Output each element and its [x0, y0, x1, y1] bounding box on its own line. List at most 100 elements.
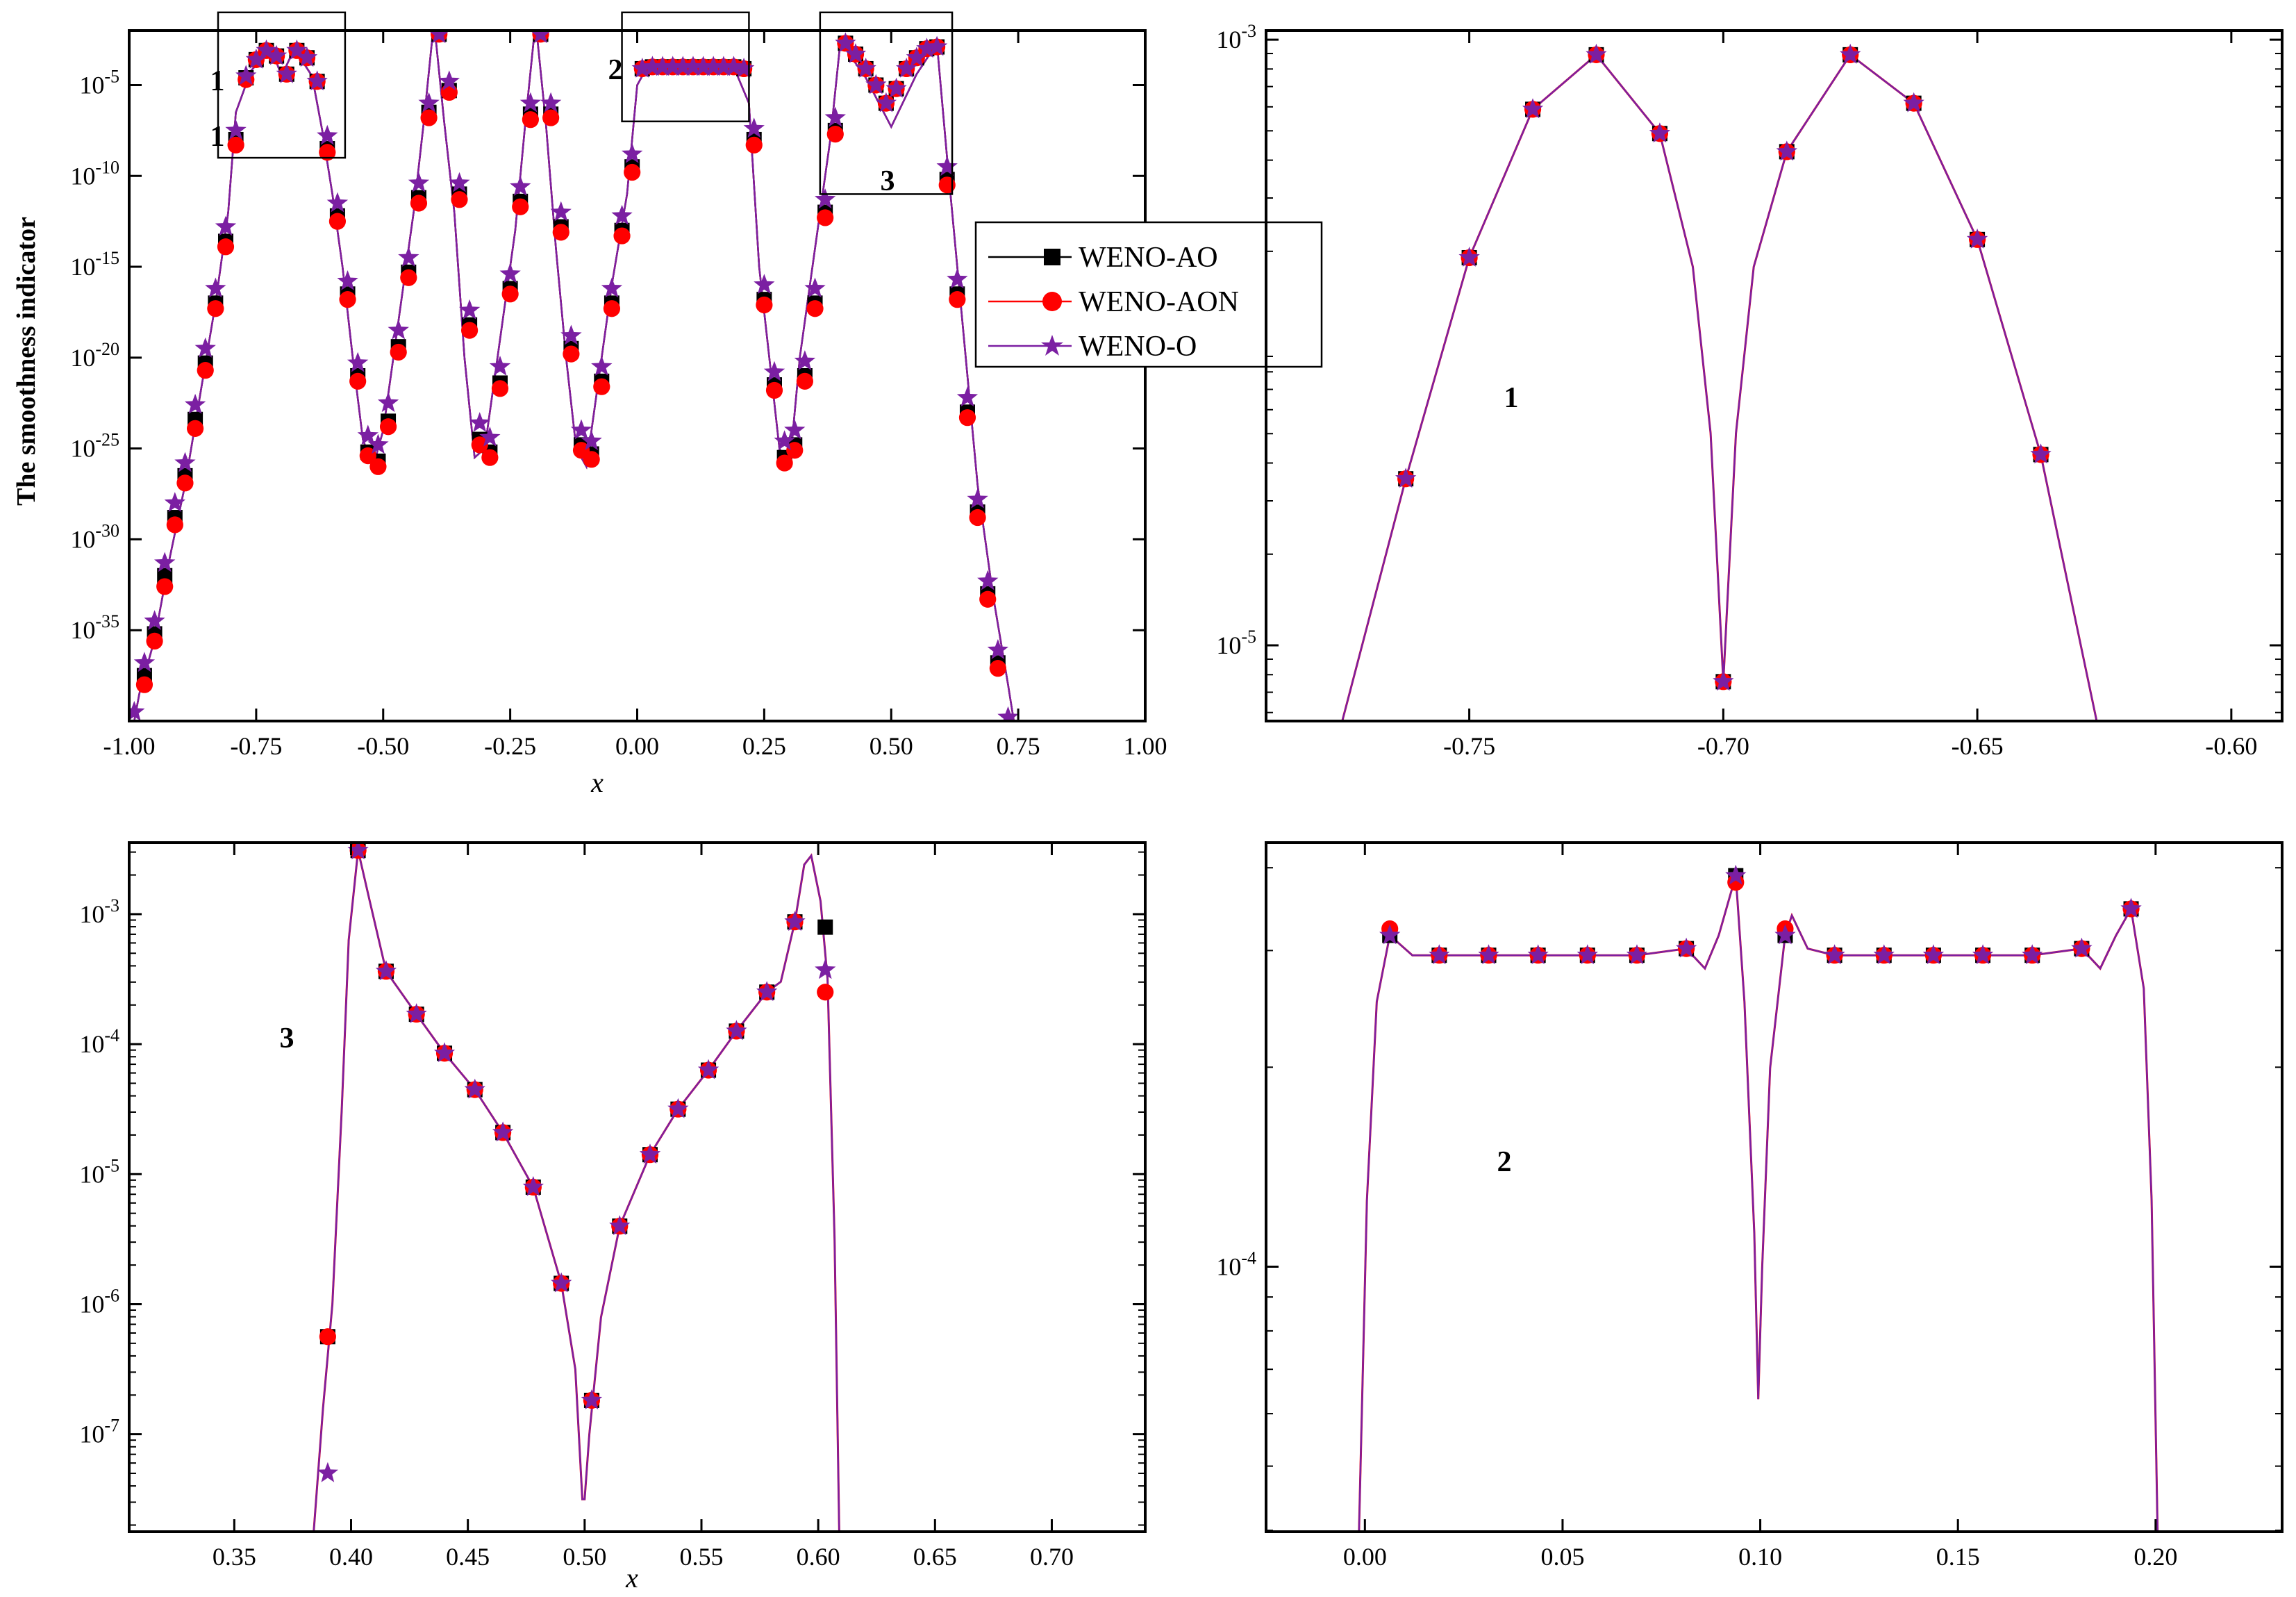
x-tick-label: -0.50 — [357, 732, 409, 760]
zoom-box-1 — [217, 11, 347, 159]
x-tick-label: -0.70 — [1697, 732, 1749, 760]
data-point-weno-o — [936, 156, 958, 176]
y-tick-label: 10-5 — [1216, 627, 1256, 659]
data-point-weno-o — [591, 356, 613, 376]
data-point-weno-o — [1966, 228, 1988, 249]
data-point-weno-o — [581, 430, 602, 451]
x-tick-label: 0.70 — [1030, 1543, 1074, 1571]
data-point-weno-o — [388, 319, 409, 340]
data-point-weno-o — [174, 452, 196, 472]
data-point-weno-o — [733, 58, 755, 78]
x-tick-label: 0.00 — [1343, 1543, 1387, 1571]
panel-frame-zoom-1 — [1265, 29, 2283, 722]
data-point-weno-o — [642, 56, 663, 76]
data-point-weno-o — [601, 277, 623, 298]
data-point-weno-o — [743, 117, 765, 138]
data-point-weno-o — [1776, 140, 1797, 161]
x-tick-label: 0.05 — [1540, 1543, 1584, 1571]
data-point-weno-o — [804, 277, 826, 298]
data-point-weno-o — [774, 430, 795, 451]
legend-label-weno-ao: WENO-AO — [1079, 242, 1218, 274]
data-point-weno-o — [956, 386, 979, 407]
data-point-weno-o — [464, 1078, 485, 1099]
data-point-weno-o — [184, 393, 206, 414]
y-tick-label: 10-10 — [70, 157, 119, 190]
data-point-weno-o — [347, 843, 369, 860]
data-point-weno-o — [906, 47, 927, 67]
data-point-weno-aon — [817, 209, 834, 226]
series-line-weno-aon — [1358, 875, 2159, 1532]
data-point-weno-aon — [563, 345, 580, 363]
data-point-weno-aon — [817, 984, 834, 1001]
y-tick-label: 10-4 — [79, 1025, 119, 1058]
plot-content — [1358, 864, 2159, 1532]
data-point-weno-o — [1649, 122, 1671, 143]
data-point-weno-o — [133, 652, 156, 672]
data-point-weno-aon — [339, 291, 356, 308]
data-point-weno-o — [682, 56, 704, 76]
data-point-weno-o — [408, 172, 430, 192]
x-axis-title: x — [590, 767, 604, 798]
data-point-weno-o — [875, 92, 897, 113]
data-point-weno-o — [551, 1272, 572, 1293]
x-tick-label: 0.75 — [997, 732, 1040, 760]
data-point-weno-o — [225, 119, 247, 140]
y-tick-label: 10-4 — [1216, 1248, 1256, 1280]
data-point-weno-o — [499, 263, 521, 283]
data-point-weno-aon — [958, 409, 976, 427]
data-point-weno-o — [245, 48, 267, 69]
data-point-weno-aon — [593, 378, 610, 395]
data-point-weno-o — [398, 247, 419, 267]
panel-zoom-3: 0.35 0.40 0.45 0.50 0.55 0.60 0.65 0.70 10-3 10-4… — [79, 841, 1147, 1594]
legend-label-weno-o: WENO-O — [1079, 331, 1197, 363]
data-point-weno-o — [205, 277, 226, 298]
data-point-weno-o — [1713, 670, 1734, 691]
data-point-weno-o — [855, 58, 876, 78]
data-point-weno-o — [2071, 937, 2093, 958]
panel-frame-zoom-2 — [1265, 841, 2283, 1533]
data-point-weno-o — [896, 58, 917, 78]
zoom-box-label: 2 — [608, 54, 623, 86]
data-point-weno-o — [997, 706, 1019, 721]
data-point-weno-aon — [542, 109, 560, 126]
data-point-weno-o — [726, 1020, 747, 1041]
zoom-box-label: 1 — [210, 121, 225, 153]
series-line-weno-o — [1341, 53, 2098, 721]
data-point-weno-o — [469, 412, 490, 432]
y-tick-label: 10-7 — [79, 1416, 119, 1448]
data-point-weno-o — [286, 39, 308, 60]
data-point-weno-o — [1903, 92, 1924, 113]
data-point-weno-o — [1676, 937, 1697, 958]
data-point-weno-aon — [969, 508, 986, 527]
data-point-weno-o — [337, 270, 358, 290]
data-point-weno-o — [375, 960, 397, 981]
data-point-weno-o — [438, 70, 460, 91]
data-point-weno-o — [1429, 944, 1450, 965]
data-point-weno-o — [703, 56, 724, 76]
data-point-weno-o — [1873, 944, 1895, 965]
series-line-weno-o — [313, 850, 840, 1532]
data-point-weno-o — [326, 192, 349, 213]
x-tick-label: 1.00 — [1124, 732, 1167, 760]
x-tick-label: 0.35 — [213, 1543, 256, 1571]
data-point-weno-o — [631, 58, 653, 78]
data-point-weno-aon — [390, 343, 407, 361]
data-point-weno-o — [522, 1176, 544, 1196]
plot-area-zoom-1: -0.75 -0.70 -0.65 -0.60 10-3 10-5 — [1216, 21, 2282, 760]
data-point-weno-o — [2120, 897, 2142, 918]
data-point-weno-aon — [624, 163, 641, 181]
data-point-weno-aon — [379, 418, 397, 436]
data-point-weno-aon — [613, 227, 631, 245]
data-point-weno-o — [235, 65, 257, 85]
panel-zoom-2: 0.00 0.05 0.10 0.15 0.20 10-4 2 — [1216, 841, 2283, 1571]
y-tick-label: 10-6 — [79, 1285, 119, 1318]
x-tick-label: -0.75 — [230, 732, 282, 760]
data-point-weno-o — [1458, 247, 1480, 267]
plot-area-zoom-2: 0.00 0.05 0.10 0.15 0.20 10-4 — [1216, 843, 2282, 1571]
legend-marker-weno-aon — [1042, 292, 1062, 311]
series-line-weno-o — [1358, 875, 2158, 1532]
data-point-weno-aon — [410, 195, 428, 212]
x-tick-label: 0.20 — [2133, 1543, 2177, 1571]
x-tick-label: -0.65 — [1952, 732, 2004, 760]
data-point-weno-aon — [328, 213, 347, 230]
